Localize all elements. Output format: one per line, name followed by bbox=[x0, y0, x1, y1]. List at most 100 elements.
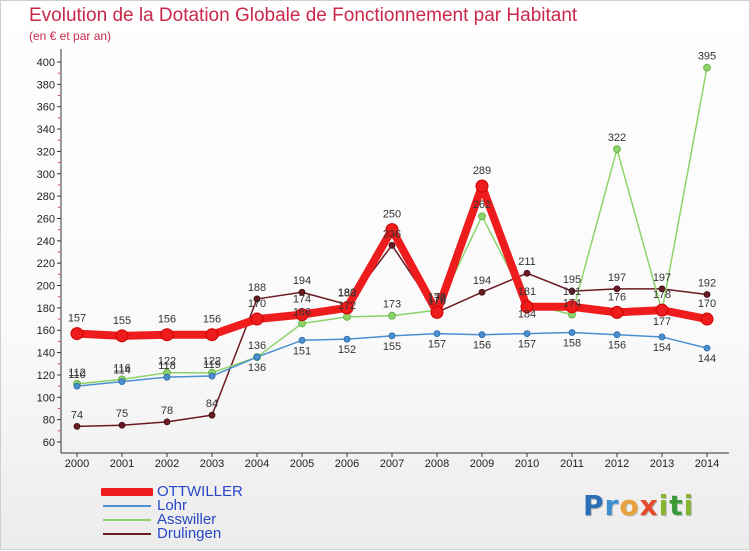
legend-label-drulingen: Drulingen bbox=[157, 525, 222, 542]
data-label-asswiller: 173 bbox=[383, 299, 401, 311]
data-label-ottwiller: 155 bbox=[113, 315, 131, 327]
data-label-drulingen: 192 bbox=[698, 277, 716, 289]
data-label-ottwiller: 176 bbox=[608, 291, 626, 303]
data-label-lohr: 157 bbox=[428, 339, 446, 351]
legend-swatch-asswiller bbox=[103, 519, 151, 521]
proxiti-logo: Proxiti bbox=[583, 489, 695, 522]
data-point-drulingen bbox=[658, 285, 666, 293]
y-tick-label: 160 bbox=[37, 325, 55, 337]
x-tick-label: 2014 bbox=[695, 458, 719, 470]
data-point-ottwiller bbox=[70, 327, 84, 341]
x-tick-label: 2006 bbox=[335, 458, 359, 470]
data-label-lohr: 110 bbox=[68, 369, 86, 381]
data-point-lohr bbox=[613, 331, 621, 339]
data-point-ottwiller bbox=[250, 312, 264, 326]
data-label-ottwiller: 170 bbox=[248, 298, 266, 310]
data-point-lohr bbox=[73, 382, 81, 390]
value-labels: 74 75 78 84 188 194 183 236 176 194 211 195 197 197 19… bbox=[68, 51, 716, 422]
data-point-ottwiller bbox=[475, 179, 489, 193]
data-point-lohr bbox=[568, 329, 576, 336]
data-point-drulingen bbox=[568, 287, 576, 295]
data-label-ottwiller: 156 bbox=[158, 314, 176, 326]
data-label-asswiller: 112 bbox=[68, 367, 86, 379]
data-point-lohr bbox=[658, 333, 666, 341]
data-label-drulingen: 197 bbox=[653, 272, 671, 284]
data-point-ottwiller bbox=[565, 300, 579, 314]
x-tick-label: 2003 bbox=[200, 458, 224, 470]
data-label-drulingen: 188 bbox=[248, 282, 266, 294]
y-tick-label: 240 bbox=[37, 236, 55, 248]
data-point-drulingen bbox=[253, 295, 261, 303]
y-tick-label: 60 bbox=[43, 437, 55, 449]
y-tick-label: 220 bbox=[37, 258, 55, 270]
data-point-lohr bbox=[523, 330, 531, 337]
data-label-drulingen: 74 bbox=[71, 409, 83, 421]
x-tick-label: 2009 bbox=[470, 458, 494, 470]
data-point-drulingen bbox=[118, 421, 126, 429]
data-point-lohr bbox=[118, 378, 126, 386]
data-label-drulingen: 84 bbox=[206, 398, 218, 410]
data-point-ottwiller bbox=[115, 329, 129, 343]
data-point-ottwiller bbox=[520, 300, 534, 314]
x-tick-label: 2012 bbox=[605, 458, 629, 470]
data-label-lohr: 152 bbox=[338, 344, 356, 356]
data-label-drulingen: 195 bbox=[563, 274, 581, 286]
x-tick-label: 2005 bbox=[290, 458, 314, 470]
y-tick-label: 280 bbox=[37, 191, 55, 203]
data-point-ottwiller bbox=[610, 305, 624, 319]
y-tick-label: 260 bbox=[37, 213, 55, 225]
data-label-drulingen: 236 bbox=[383, 228, 401, 240]
x-tick-label: 2011 bbox=[560, 458, 584, 470]
data-label-lohr: 136 bbox=[248, 362, 266, 374]
data-label-lohr: 119 bbox=[203, 359, 221, 371]
data-point-lohr bbox=[343, 335, 351, 343]
data-label-ottwiller: 156 bbox=[203, 314, 221, 326]
data-label-ottwiller: 176 bbox=[428, 291, 446, 303]
data-label-drulingen: 194 bbox=[293, 275, 311, 287]
data-label-lohr: 118 bbox=[158, 360, 176, 372]
data-label-asswiller: 174 bbox=[563, 298, 581, 310]
data-label-ottwiller: 174 bbox=[293, 294, 311, 306]
x-tick-label: 2000 bbox=[65, 458, 89, 470]
data-point-ottwiller bbox=[655, 303, 669, 317]
data-label-asswiller: 262 bbox=[473, 199, 491, 211]
data-label-ottwiller: 289 bbox=[473, 165, 491, 177]
data-label-asswiller: 122 bbox=[158, 356, 176, 368]
data-label-ottwiller: 178 bbox=[653, 289, 671, 301]
y-tick-label: 380 bbox=[37, 79, 55, 91]
data-label-drulingen: 197 bbox=[608, 272, 626, 284]
y-tick-label: 180 bbox=[37, 303, 55, 315]
data-label-asswiller: 122 bbox=[203, 356, 221, 368]
data-label-lohr: 157 bbox=[518, 339, 536, 351]
data-point-lohr bbox=[388, 332, 396, 340]
data-point-lohr bbox=[478, 331, 486, 339]
y-tick-label: 400 bbox=[37, 57, 55, 69]
data-point-ottwiller bbox=[340, 301, 354, 315]
data-label-ottwiller: 250 bbox=[383, 209, 401, 221]
data-label-asswiller: 178 bbox=[428, 293, 446, 305]
data-point-asswiller bbox=[613, 145, 621, 154]
data-label-ottwiller: 180 bbox=[338, 287, 356, 299]
data-label-drulingen: 211 bbox=[518, 256, 536, 268]
data-label-lohr: 156 bbox=[608, 340, 626, 352]
data-point-ottwiller bbox=[295, 308, 309, 322]
data-label-asswiller: 116 bbox=[113, 362, 131, 374]
data-label-asswiller: 177 bbox=[653, 316, 671, 328]
data-label-asswiller: 395 bbox=[698, 51, 716, 63]
data-point-drulingen bbox=[523, 269, 531, 277]
data-point-lohr bbox=[208, 372, 216, 380]
data-point-drulingen bbox=[163, 418, 171, 426]
data-point-asswiller bbox=[703, 63, 711, 72]
data-point-drulingen bbox=[478, 288, 486, 296]
data-label-ottwiller: 170 bbox=[698, 298, 716, 310]
legend-label-asswiller: Asswiller bbox=[157, 511, 217, 528]
legend-swatch-ottwiller bbox=[101, 488, 153, 496]
y-tick-label: 360 bbox=[37, 102, 55, 114]
x-tick-label: 2001 bbox=[110, 458, 134, 470]
data-label-drulingen: 176 bbox=[428, 295, 446, 307]
legend-swatch-lohr bbox=[103, 505, 151, 507]
data-point-lohr bbox=[433, 330, 441, 337]
data-label-lohr: 155 bbox=[383, 341, 401, 353]
